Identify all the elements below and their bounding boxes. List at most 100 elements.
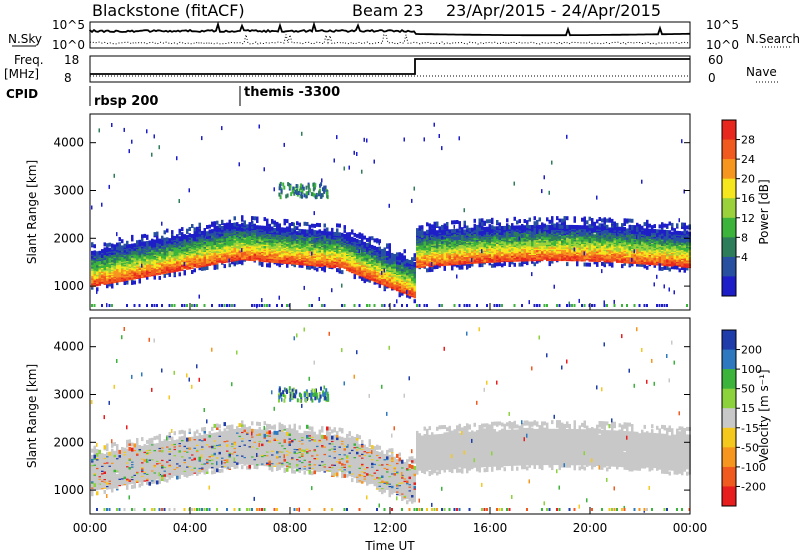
freq-tick-high: 18 <box>64 53 79 67</box>
scatter-cell <box>286 237 289 242</box>
scatter-cell <box>131 269 134 274</box>
scatter-cell <box>443 225 446 230</box>
scatter-cell <box>351 248 354 252</box>
noise-cell <box>123 127 125 132</box>
scatter-cell <box>393 262 396 267</box>
scatter-cell <box>211 256 214 261</box>
scatter-cell <box>263 230 266 235</box>
scatter-cell <box>413 291 416 296</box>
scatter-cell <box>451 266 454 271</box>
noise-cell <box>366 138 368 143</box>
scatter-cell <box>96 287 99 292</box>
scatter-cell <box>123 281 126 285</box>
scatter-cell <box>378 279 381 283</box>
scatter-cell <box>501 226 504 230</box>
scatter-cell <box>173 271 176 276</box>
scatter-cell <box>141 249 144 254</box>
scatter-cell <box>231 260 234 265</box>
scatter-cell <box>256 225 259 230</box>
scatter-cell <box>271 219 274 223</box>
scatter-cell <box>181 263 184 268</box>
scatter-cell <box>356 238 359 243</box>
scatter-cell <box>148 247 151 252</box>
scatter-cell <box>356 265 359 269</box>
scatter-cell <box>423 231 426 236</box>
scatter-cell <box>388 248 391 253</box>
scatter-cell <box>468 263 471 268</box>
scatter-cell <box>236 260 239 265</box>
scatter-cell <box>396 267 399 272</box>
scatter-cell <box>236 227 239 231</box>
scatter-cell <box>153 275 156 280</box>
nsky-tick-high: 10^5 <box>52 18 85 32</box>
scatter-cell <box>418 231 421 236</box>
scatter-cell <box>448 240 451 245</box>
scatter-cell <box>116 273 119 278</box>
noise-cell <box>331 288 333 293</box>
scatter-cell <box>516 220 519 225</box>
scatter-cell <box>213 229 216 234</box>
scatter-cell <box>161 235 164 240</box>
scatter-cell <box>206 225 209 229</box>
scatter-cell <box>356 269 359 274</box>
scatter-cell <box>278 242 281 246</box>
scatter-cell <box>373 280 376 285</box>
scatter-cell <box>336 223 339 228</box>
ground-cell <box>263 304 266 307</box>
date-range: 23/Apr/2015 - 24/Apr/2015 <box>446 1 661 20</box>
scatter-cell <box>451 220 454 225</box>
beam-label: Beam 23 <box>352 1 424 20</box>
scatter-cell <box>318 241 321 246</box>
scatter-cell <box>201 238 204 243</box>
scatter-cell <box>141 234 144 239</box>
scatter-cell <box>321 261 324 266</box>
scatter-cell <box>268 226 271 231</box>
scatter-cell <box>481 222 484 227</box>
scatter-cell <box>353 237 356 242</box>
scatter-cell <box>281 227 284 232</box>
scatter-cell <box>311 223 314 228</box>
scatter-cell <box>98 281 101 286</box>
noise-cell <box>381 270 383 275</box>
scatter-cell <box>291 240 294 245</box>
ground-cell <box>416 304 418 307</box>
noise-cell <box>396 299 398 304</box>
scatter-cell <box>273 220 276 225</box>
scatter-cell <box>241 260 244 264</box>
scatter-cell <box>256 241 259 246</box>
scatter-cell <box>411 257 414 262</box>
scatter-cell <box>368 242 371 247</box>
scatter-cell <box>286 235 289 240</box>
scatter-cell <box>116 265 119 269</box>
scatter-cell <box>228 253 231 258</box>
scatter-cell <box>421 225 424 230</box>
scatter-cell <box>303 233 306 237</box>
scatter-cell <box>156 239 159 244</box>
scatter-cell <box>118 264 121 269</box>
noise-cell <box>151 152 153 157</box>
ground-cell <box>498 304 501 307</box>
scatter-cell <box>243 255 246 260</box>
scatter-cell <box>378 283 381 288</box>
scatter-cell <box>178 272 181 277</box>
scatter-cell <box>243 225 246 230</box>
noise-cell <box>118 237 120 241</box>
scatter-cell <box>518 219 521 224</box>
scatter-cell <box>371 247 374 252</box>
scatter-cell <box>283 218 286 223</box>
scatter-cell <box>316 230 319 235</box>
noise-cell <box>348 165 350 170</box>
scatter-cell <box>421 229 424 233</box>
scatter-cell <box>401 291 404 296</box>
ground-cell <box>486 304 488 307</box>
scatter-cell <box>318 255 321 260</box>
scatter-cell <box>426 229 429 234</box>
scatter-cell <box>278 229 281 234</box>
scatter-cell <box>286 256 289 261</box>
scatter-cell <box>168 238 171 243</box>
scatter-cell <box>181 243 184 248</box>
nave-tick-low: 0 <box>708 71 716 85</box>
scatter-cell <box>148 262 151 267</box>
noise-cell <box>363 137 365 142</box>
scatter-cell <box>358 234 361 239</box>
